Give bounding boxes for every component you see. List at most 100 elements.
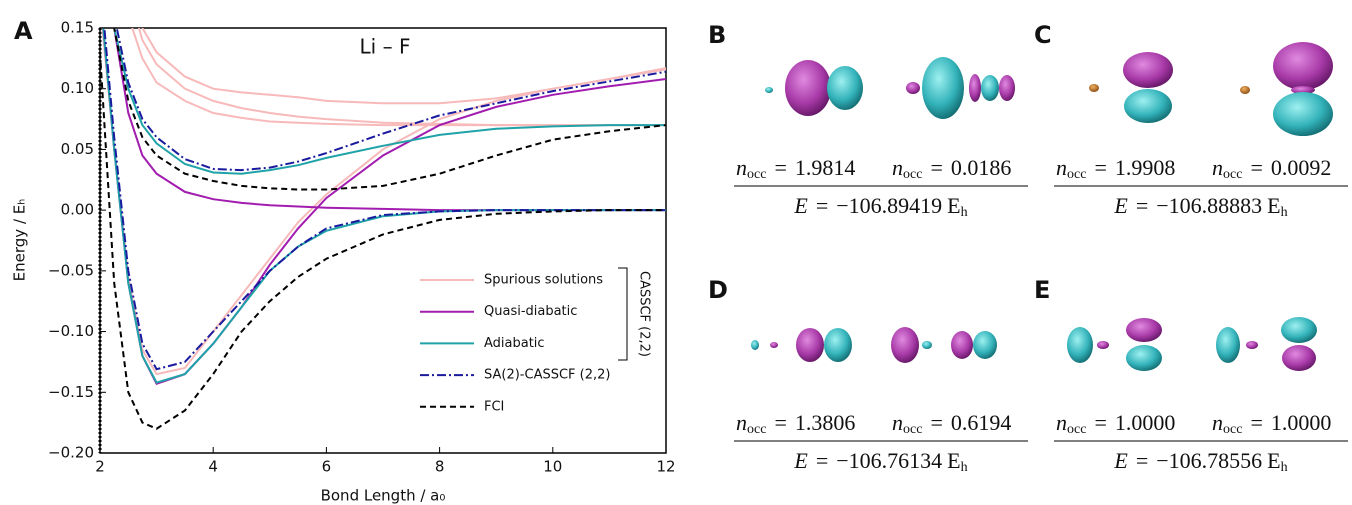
y-tick-label: 0.15 [61, 19, 94, 37]
orbital-lobe [827, 66, 863, 110]
energy: E = −106.76134 Eh [793, 448, 967, 475]
orbital-lobe [906, 82, 920, 94]
subscript: occ [903, 167, 922, 182]
x-axis-label: Bond Length / a₀ [321, 487, 446, 505]
orbital-lobe [922, 341, 932, 349]
orbital-lobe [785, 60, 831, 116]
orbital-lobe [1273, 92, 1333, 136]
y-tick-label: 0.10 [61, 79, 94, 97]
orbital-lobe [1097, 341, 1109, 349]
x-tick-label: 4 [208, 458, 218, 476]
legend-label: Spurious solutions [484, 273, 603, 288]
unit: E [1267, 448, 1280, 473]
legend-label: FCI [484, 399, 504, 414]
orbital-lobe [1291, 86, 1315, 94]
energy-value: −106.88883 [1156, 193, 1262, 218]
panel-label: A [14, 17, 33, 45]
orbital-lobe [1246, 341, 1258, 349]
occupation-value: 0.6194 [951, 410, 1012, 435]
symbol: n [736, 410, 747, 435]
symbol: n [1056, 410, 1067, 435]
subscript: occ [747, 422, 766, 437]
equals: = [774, 410, 786, 435]
curve [100, 52, 666, 430]
unit-subscript: h [961, 205, 968, 220]
unit: E [947, 448, 960, 473]
curve [115, 28, 666, 172]
orbital-lobe [1089, 84, 1099, 92]
energy: E = −106.88883 Eh [1113, 193, 1287, 220]
y-tick-label: 0.00 [61, 201, 94, 219]
symbol: n [1056, 155, 1067, 180]
legend: CASSCF (2,2) Spurious solutions Quasi-dia… [412, 264, 652, 422]
orbital-lobe [951, 331, 973, 359]
y-tick-label: −0.05 [48, 261, 94, 279]
equals: = [816, 193, 828, 218]
symbol: n [892, 410, 903, 435]
orbital-lobe [999, 75, 1015, 101]
occupation-value: 0.0186 [951, 155, 1012, 180]
unit: E [947, 193, 960, 218]
occupation-value: 1.0000 [1115, 410, 1176, 435]
orbital-lobe [770, 342, 778, 348]
subscript: occ [747, 167, 766, 182]
panel-label: D [708, 276, 728, 304]
orbital-lobe [1281, 317, 1317, 343]
x-tick-label: 6 [322, 458, 332, 476]
symbol: n [736, 155, 747, 180]
y-axis-label: Energy / Eₕ [11, 199, 29, 282]
symbol: E [1113, 448, 1128, 473]
legend-label: Adiabatic [484, 336, 545, 351]
equals: = [930, 410, 942, 435]
occupation-value: 1.9814 [795, 155, 856, 180]
orbital-lobe [1067, 327, 1093, 363]
curve [113, 28, 666, 191]
occupation-value: 1.0000 [1271, 410, 1332, 435]
energy-value: −106.89419 [836, 193, 942, 218]
legend-bracket [618, 267, 628, 361]
orbital-lobe [969, 74, 981, 102]
occupation: nocc = 1.9908 [1056, 155, 1175, 182]
panel-label: C [1034, 21, 1052, 49]
equals: = [1136, 448, 1148, 473]
occupation-value: 1.3806 [795, 410, 856, 435]
energy: E = −106.78556 Eh [1113, 448, 1287, 475]
occupation: nocc = 0.6194 [892, 410, 1011, 437]
x-tick-label: 12 [656, 458, 675, 476]
symbol: E [793, 448, 808, 473]
symbol: n [1212, 155, 1223, 180]
curve [141, 28, 666, 105]
occupation: nocc = 0.0092 [1212, 155, 1331, 182]
orbital-lobe [981, 75, 999, 101]
x-tick-label: 2 [95, 458, 105, 476]
orbital-lobe [1123, 52, 1173, 88]
symbol: n [1212, 410, 1223, 435]
curve [101, 28, 666, 376]
y-tick-label: −0.10 [48, 322, 94, 340]
orbital-lobe [751, 340, 759, 350]
y-tick-label: −0.20 [48, 444, 94, 462]
equals: = [1136, 193, 1148, 218]
symbol: n [892, 155, 903, 180]
occupation: nocc = 0.0186 [892, 155, 1011, 182]
legend-label: Quasi-diabatic [484, 304, 577, 319]
curve [103, 28, 666, 371]
unit-subscript: h [1281, 205, 1288, 220]
legend-label: SA(2)-CASSCF (2,2) [484, 368, 610, 383]
y-tick-label: 0.05 [61, 140, 94, 158]
occupation-value: 1.9908 [1115, 155, 1176, 180]
orbital-lobe [796, 328, 824, 362]
occupation-value: 0.0092 [1271, 155, 1332, 180]
y-tick-label: −0.15 [48, 383, 94, 401]
equals: = [930, 155, 942, 180]
curve [113, 28, 666, 175]
orbital-lobe [1126, 345, 1162, 371]
panel-label: E [1034, 276, 1050, 304]
subscript: occ [1067, 422, 1086, 437]
orbital-lobe [1124, 89, 1172, 123]
subscript: occ [1223, 167, 1242, 182]
equals: = [1094, 155, 1106, 180]
unit: E [1267, 193, 1280, 218]
orbital-lobe [973, 331, 997, 359]
